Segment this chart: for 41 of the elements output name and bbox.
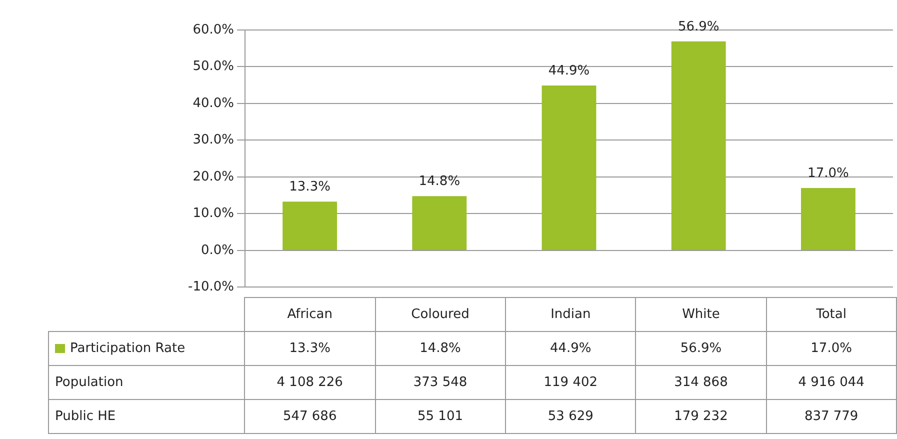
text: 13.3% [289,179,330,194]
y-tick-label: 0.0% [200,242,234,258]
y-tick-label: 40.0% [192,96,234,111]
data-label: 44.9% [505,332,636,366]
text: 373 548 [375,366,506,400]
text: Population [48,366,245,400]
legend-label: Participation Rate [69,341,186,356]
text: 44.9% [548,63,590,78]
text: 14.8% [418,174,460,189]
text: 53 629 [505,400,636,434]
x-tick-label: Coloured [375,298,506,332]
y-tick-label: -10.0% [188,280,234,295]
y-tick-label: 50.0% [192,59,234,74]
data-label: 13.3% [244,332,376,366]
data-label: 56.9% [636,332,766,366]
text: 314 868 [636,366,766,400]
y-tick-label: 60.0% [192,22,234,38]
text: 4 916 044 [766,366,896,400]
bar [800,188,856,250]
text: 17.0% [808,166,849,181]
y-tick-label: 10.0% [192,206,234,222]
bar [542,85,596,250]
y-tick-label: 30.0% [192,132,234,148]
text: 547 686 [244,400,376,434]
y-tick-label: 20.0% [192,169,234,184]
bar [282,202,338,250]
bar [671,41,726,250]
text: 56.9% [678,19,720,34]
text: 55 101 [375,400,506,434]
data-label: 14.8% [375,332,506,366]
bar [412,196,467,250]
x-tick-label: Indian [505,298,636,332]
text: 4 108 226 [244,366,376,400]
x-tick-label: White [636,298,766,332]
data-label: 17.0% [766,332,896,366]
text: 179 232 [636,400,766,434]
text: 837 779 [766,400,896,434]
x-tick-label: African [244,298,376,332]
text: 119 402 [505,366,636,400]
text: Public HE [48,400,245,434]
x-tick-label: Total [766,298,896,332]
